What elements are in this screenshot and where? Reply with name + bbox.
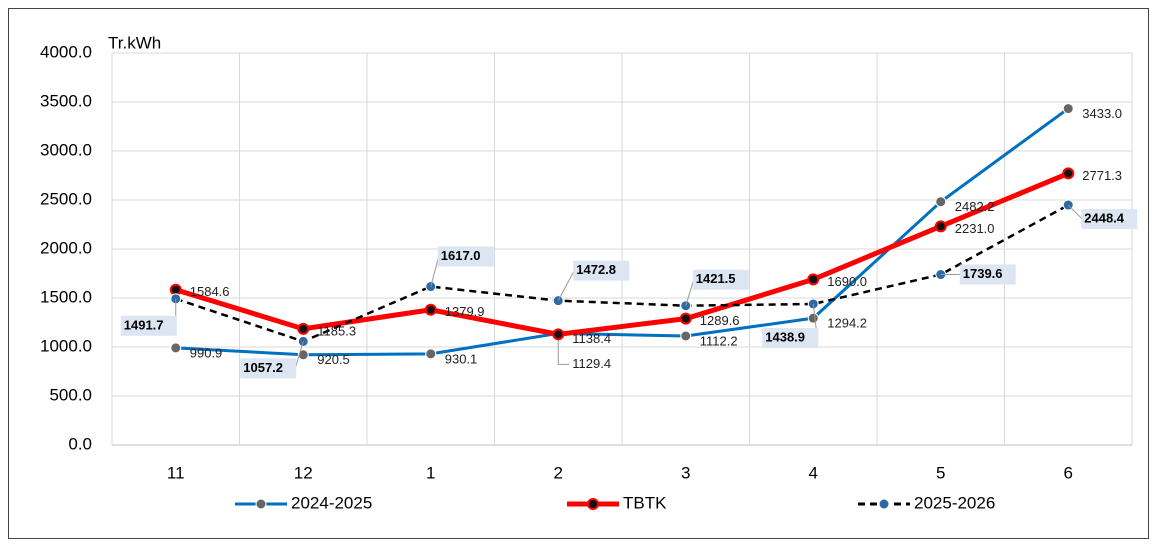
marker xyxy=(1062,103,1074,115)
value-label: 1690.0 xyxy=(827,274,867,289)
series-line xyxy=(175,203,1069,343)
label-box xyxy=(1081,209,1138,230)
x-tick-label: 4 xyxy=(809,463,818,482)
leader-line xyxy=(685,279,695,306)
y-tick-label: 1000.0 xyxy=(40,336,92,355)
value-label: 1438.9 xyxy=(765,329,805,344)
x-tick-label: 11 xyxy=(167,463,185,482)
series-line xyxy=(175,107,1070,357)
value-label: 3433.0 xyxy=(1082,106,1122,121)
y-axis-label: Tr.kWh xyxy=(108,33,161,52)
y-tick-label: 2500.0 xyxy=(40,189,92,208)
y-tick-label: 1500.0 xyxy=(40,287,92,306)
y-tick-label: 2000.0 xyxy=(40,238,92,257)
label-box xyxy=(120,315,177,336)
marker xyxy=(425,348,437,360)
marker xyxy=(552,328,565,341)
value-label: 1379.9 xyxy=(445,304,485,319)
label-box xyxy=(240,358,297,379)
marker xyxy=(680,330,692,342)
marker xyxy=(934,220,947,233)
label-box xyxy=(762,327,819,348)
x-tick-label: 1 xyxy=(426,463,435,482)
value-label: 1294.2 xyxy=(827,316,867,331)
legend-label: 2024-2025 xyxy=(291,493,372,512)
series-line xyxy=(175,171,1070,337)
value-label: 2231.0 xyxy=(955,221,995,236)
marker xyxy=(1062,167,1075,180)
value-label: 990.9 xyxy=(190,345,223,360)
leader-line xyxy=(294,341,304,369)
value-label: 1112.2 xyxy=(700,333,738,348)
x-tick-label: 5 xyxy=(936,463,945,482)
leader-line xyxy=(430,256,440,287)
value-label: 930.1 xyxy=(445,351,478,366)
legend-label: TBTK xyxy=(623,493,667,512)
x-tick-label: 3 xyxy=(681,463,690,482)
y-tick-label: 500.0 xyxy=(49,385,92,404)
label-box xyxy=(437,246,494,267)
y-tick-label: 0.0 xyxy=(68,434,92,453)
leader-line xyxy=(1067,204,1083,220)
x-tick-label: 2 xyxy=(554,463,563,482)
value-label: 2448.4 xyxy=(1084,210,1125,225)
marker xyxy=(424,303,437,316)
x-tick-label: 6 xyxy=(1064,463,1073,482)
marker xyxy=(679,312,692,325)
legend-marker xyxy=(587,498,599,510)
marker xyxy=(297,322,310,335)
label-box xyxy=(692,269,749,290)
value-label: 2771.3 xyxy=(1082,168,1122,183)
value-label: 1057.2 xyxy=(243,360,283,375)
value-label: 1617.0 xyxy=(441,248,481,263)
marker xyxy=(935,196,947,208)
x-tick-label: 12 xyxy=(294,463,313,482)
marker xyxy=(297,349,309,361)
marker xyxy=(170,342,182,354)
leader-line xyxy=(557,270,575,301)
y-tick-label: 4000.0 xyxy=(40,42,92,61)
label-box xyxy=(573,260,630,281)
value-label: 1491.7 xyxy=(124,317,164,332)
value-label: 1129.4 xyxy=(572,356,611,371)
legend-marker xyxy=(878,498,890,510)
value-label: 1472.8 xyxy=(576,262,616,277)
label-box xyxy=(959,264,1016,285)
value-label: 1185.3 xyxy=(317,323,356,338)
value-label: 1739.6 xyxy=(963,266,1003,281)
value-label: 920.5 xyxy=(317,352,350,367)
value-label: 1138.4 xyxy=(572,331,611,346)
marker xyxy=(169,283,182,296)
value-label: 2482.2 xyxy=(955,199,995,214)
value-label: 1421.5 xyxy=(696,271,736,286)
leader-line xyxy=(557,340,570,365)
legend-label: 2025-2026 xyxy=(914,493,995,512)
marker xyxy=(807,273,820,286)
marker xyxy=(807,312,819,324)
y-tick-label: 3000.0 xyxy=(40,140,92,159)
legend-marker xyxy=(255,498,267,510)
y-tick-label: 3500.0 xyxy=(40,91,92,110)
value-label: 1584.6 xyxy=(190,284,230,299)
value-label: 1289.6 xyxy=(700,313,740,328)
